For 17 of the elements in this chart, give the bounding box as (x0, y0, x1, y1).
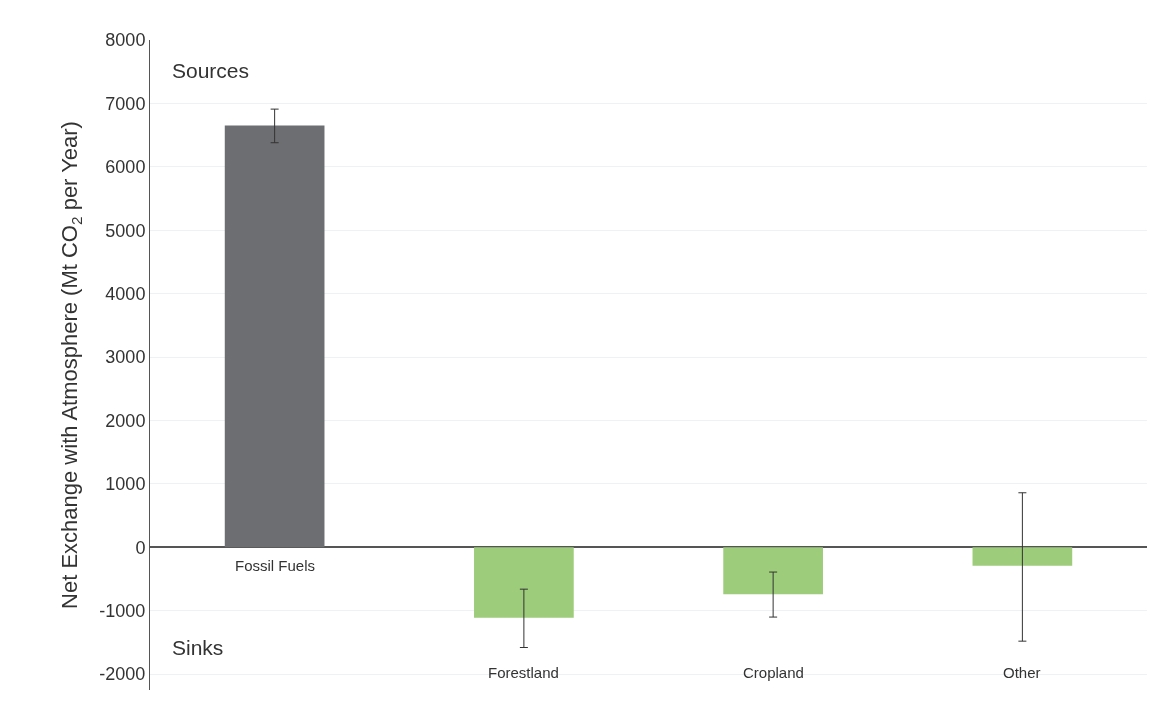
annotation: Sources (172, 59, 250, 82)
annotation: Sinks (172, 636, 224, 659)
y-tick-label: 6000 (105, 157, 146, 178)
y-tick-label: 8000 (105, 30, 146, 51)
y-tick-label: -2000 (99, 664, 146, 685)
x-tick-label: Cropland (743, 664, 804, 681)
x-tick-label: Forestland (488, 664, 559, 681)
y-tick-label: 1000 (105, 474, 146, 495)
y-tick-label: -1000 (99, 601, 146, 622)
y-tick-label: 2000 (105, 410, 146, 431)
x-tick-label: Other (1003, 664, 1041, 681)
y-tick-label: 7000 (105, 93, 146, 114)
x-tick-label: Fossil Fuels (235, 557, 316, 574)
y-tick-label: 3000 (105, 347, 146, 368)
y-tick-label: 4000 (105, 283, 146, 304)
y-tick-label: 0 (135, 537, 146, 558)
y-tick-label: 5000 (105, 220, 146, 241)
